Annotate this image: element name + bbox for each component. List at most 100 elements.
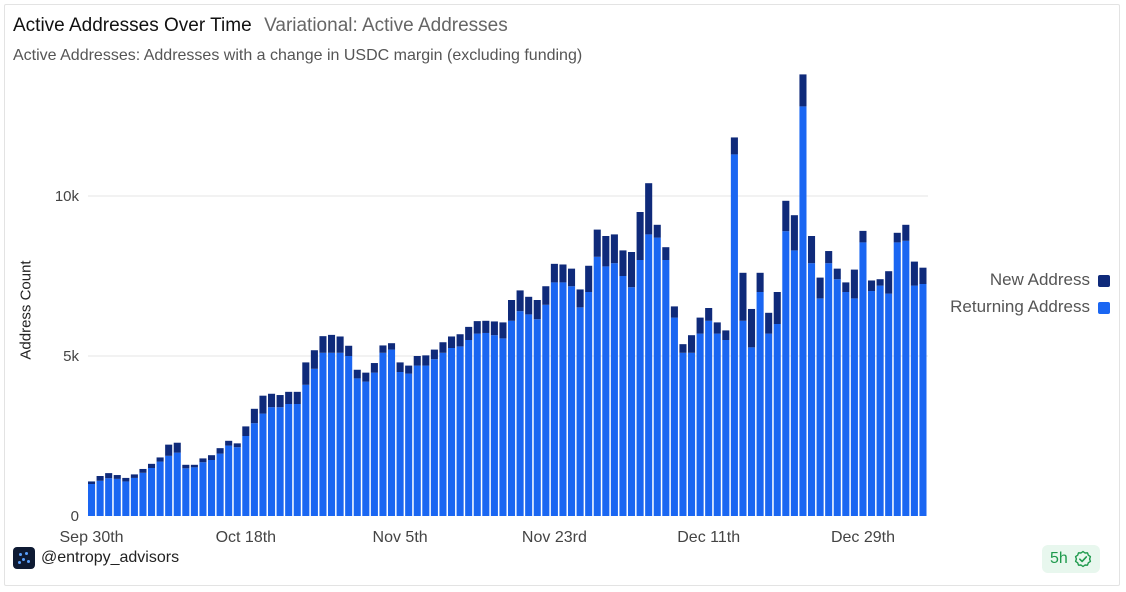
bar-new-address	[422, 355, 430, 366]
bar-new-address	[405, 365, 413, 374]
bar-returning-address	[628, 287, 636, 516]
bar-new-address	[559, 264, 567, 283]
bar-new-address	[645, 183, 653, 235]
bar-new-address	[773, 292, 781, 324]
bar-new-address	[199, 458, 207, 463]
bar-new-address	[790, 215, 798, 251]
y-tick-label: 0	[71, 508, 79, 525]
bar-returning-address	[319, 352, 327, 516]
bar-returning-address	[842, 292, 850, 516]
legend-swatch-new-address	[1098, 275, 1110, 287]
bar-returning-address	[748, 347, 756, 516]
bar-new-address	[808, 236, 816, 264]
bar-returning-address	[610, 263, 618, 516]
bar-returning-address	[636, 260, 644, 516]
bar-returning-address	[662, 260, 670, 516]
bar-returning-address	[430, 359, 438, 516]
bar-returning-address	[302, 384, 310, 516]
dashboard-name[interactable]: Variational: Active Addresses	[264, 15, 508, 36]
bar-returning-address	[593, 256, 601, 516]
bar-new-address	[396, 362, 404, 372]
bar-new-address	[825, 251, 833, 264]
bar-new-address	[139, 468, 147, 473]
freshness-badge[interactable]: 5h	[1042, 545, 1100, 573]
bar-new-address	[490, 321, 498, 336]
bar-new-address	[105, 473, 113, 479]
bar-returning-address	[739, 320, 747, 516]
bar-returning-address	[96, 480, 104, 516]
bar-returning-address	[422, 365, 430, 516]
bar-returning-address	[893, 242, 901, 516]
bar-returning-address	[808, 263, 816, 516]
bar-returning-address	[585, 292, 593, 516]
bar-returning-address	[713, 333, 721, 516]
entropy-logo-icon	[13, 547, 35, 569]
bar-returning-address	[782, 231, 790, 516]
bar-new-address	[885, 271, 893, 294]
bar-new-address	[88, 481, 96, 484]
bar-returning-address	[859, 242, 867, 516]
legend-item-returning-address[interactable]: Returning Address	[938, 297, 1110, 324]
bar-new-address	[730, 137, 738, 155]
bar-returning-address	[722, 340, 730, 516]
bar-new-address	[679, 344, 687, 353]
bar-returning-address	[816, 298, 824, 516]
bar-returning-address	[602, 266, 610, 516]
bar-returning-address	[773, 324, 781, 516]
bar-new-address	[259, 395, 267, 414]
bar-new-address	[465, 326, 473, 340]
bar-returning-address	[362, 381, 370, 516]
bar-returning-address	[285, 404, 293, 516]
author-handle[interactable]: @entropy_advisors	[41, 549, 180, 566]
bar-returning-address	[310, 368, 318, 516]
bar-new-address	[430, 349, 438, 360]
bar-returning-address	[730, 154, 738, 516]
bar-returning-address	[679, 352, 687, 516]
bar-returning-address	[670, 317, 678, 516]
chart-header: Active Addresses Over Time Variational: …	[13, 15, 508, 37]
bar-returning-address	[88, 484, 96, 516]
bar-new-address	[533, 300, 541, 320]
bar-new-address	[739, 272, 747, 321]
bar-new-address	[473, 321, 481, 334]
bar-new-address	[182, 464, 190, 469]
bar-returning-address	[619, 276, 627, 516]
bar-new-address	[893, 232, 901, 243]
bar-new-address	[705, 308, 713, 321]
bar-returning-address	[336, 352, 344, 516]
y-axis-label: Address Count	[17, 260, 35, 360]
legend-label: Returning Address	[950, 297, 1090, 316]
bar-new-address	[585, 265, 593, 292]
bar-returning-address	[199, 462, 207, 516]
bar-new-address	[276, 395, 284, 408]
bar-returning-address	[765, 333, 773, 516]
bar-new-address	[696, 317, 704, 334]
bar-new-address	[765, 312, 773, 334]
bar-returning-address	[653, 237, 661, 516]
bar-new-address	[250, 408, 258, 424]
bar-returning-address	[910, 285, 918, 516]
bar-returning-address	[396, 372, 404, 516]
bar-returning-address	[756, 292, 764, 516]
bar-new-address	[902, 224, 910, 241]
bar-returning-address	[233, 447, 241, 516]
bar-returning-address	[542, 304, 550, 516]
bar-new-address	[388, 343, 396, 350]
bar-returning-address	[576, 307, 584, 516]
bar-returning-address	[645, 234, 653, 516]
bar-new-address	[593, 229, 601, 257]
bar-returning-address	[499, 338, 507, 516]
bar-returning-address	[328, 352, 336, 516]
bar-returning-address	[165, 455, 173, 516]
bar-returning-address	[490, 335, 498, 516]
bar-returning-address	[113, 478, 121, 516]
bar-returning-address	[250, 423, 258, 516]
bar-returning-address	[550, 282, 558, 516]
bar-new-address	[173, 442, 181, 453]
bar-new-address	[919, 267, 927, 284]
bar-returning-address	[259, 413, 267, 516]
bar-returning-address	[902, 240, 910, 517]
bar-returning-address	[456, 346, 464, 516]
legend-item-new-address[interactable]: New Address	[938, 270, 1110, 297]
